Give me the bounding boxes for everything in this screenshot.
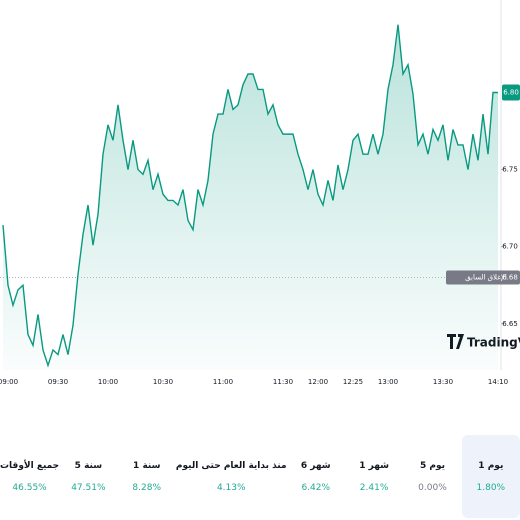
period-label: منذ بداية العام حتى اليوم bbox=[175, 460, 287, 471]
period-tab[interactable]: 5 سنة 47.51% bbox=[59, 435, 117, 518]
y-tick-label: 6.75 bbox=[502, 166, 518, 174]
period-label: 1 سنة bbox=[133, 460, 161, 471]
x-tick-label: 10:00 bbox=[98, 378, 118, 386]
period-change: 2.41% bbox=[359, 482, 389, 493]
x-tick-label: 11:00 bbox=[213, 378, 233, 386]
period-tab[interactable]: جميع الأوقات 46.55% bbox=[0, 435, 59, 518]
period-label: جميع الأوقات bbox=[0, 460, 60, 471]
period-change: 1.80% bbox=[476, 482, 506, 493]
period-tabs: 1 يوم 1.80% 5 يوم 0.00% 1 شهر 2.41% 6 شهر 6.42%… bbox=[0, 435, 520, 518]
period-tab[interactable]: منذ بداية العام حتى اليوم 4.13% bbox=[176, 435, 287, 518]
x-tick-label: 12:00 bbox=[308, 378, 328, 386]
price-line bbox=[2, 24, 498, 368]
period-change: 0.00% bbox=[418, 482, 447, 493]
period-label: 6 شهر bbox=[300, 460, 331, 471]
period-label: 5 سنة bbox=[74, 460, 103, 471]
previous-close-text: الإغلاق السابق bbox=[465, 274, 507, 282]
last-price-box bbox=[502, 84, 520, 101]
x-tick-label: 11:30 bbox=[273, 378, 293, 386]
period-change: 6.42% bbox=[301, 482, 331, 493]
period-label: 5 يوم bbox=[419, 460, 445, 471]
last-price-label: 6.80 bbox=[503, 89, 519, 97]
period-tab[interactable]: 1 سنة 8.28% bbox=[118, 435, 176, 518]
x-tick-label: 13:00 bbox=[378, 378, 398, 386]
period-tab[interactable]: 5 يوم 0.00% bbox=[403, 435, 461, 518]
previous-close-label: 6.68 bbox=[502, 274, 518, 282]
period-tab[interactable]: 1 يوم 1.80% bbox=[461, 435, 520, 518]
x-tick-label: 09:30 bbox=[48, 378, 68, 386]
period-change: 8.28% bbox=[132, 482, 162, 493]
y-tick-label: 6.70 bbox=[502, 243, 518, 251]
period-label: 1 يوم bbox=[478, 460, 504, 471]
previous-close-box bbox=[446, 270, 520, 285]
x-tick-label: 10:30 bbox=[153, 378, 173, 386]
period-change: 46.55% bbox=[12, 482, 47, 493]
x-tick-label: 14:10 bbox=[488, 378, 508, 386]
y-tick-label: 6.65 bbox=[502, 320, 518, 328]
x-tick-label: 09:00 bbox=[0, 378, 18, 386]
area-fill bbox=[3, 24, 498, 371]
period-tab[interactable]: 1 شهر 2.41% bbox=[345, 435, 403, 518]
period-tab[interactable]: 6 شهر 6.42% bbox=[287, 435, 345, 518]
period-change: 47.51% bbox=[71, 482, 106, 493]
x-tick-label: 13:30 bbox=[433, 378, 453, 386]
period-change: 4.13% bbox=[216, 482, 246, 493]
period-label: 1 شهر bbox=[359, 460, 389, 471]
x-tick-label: 12:25 bbox=[343, 378, 363, 386]
